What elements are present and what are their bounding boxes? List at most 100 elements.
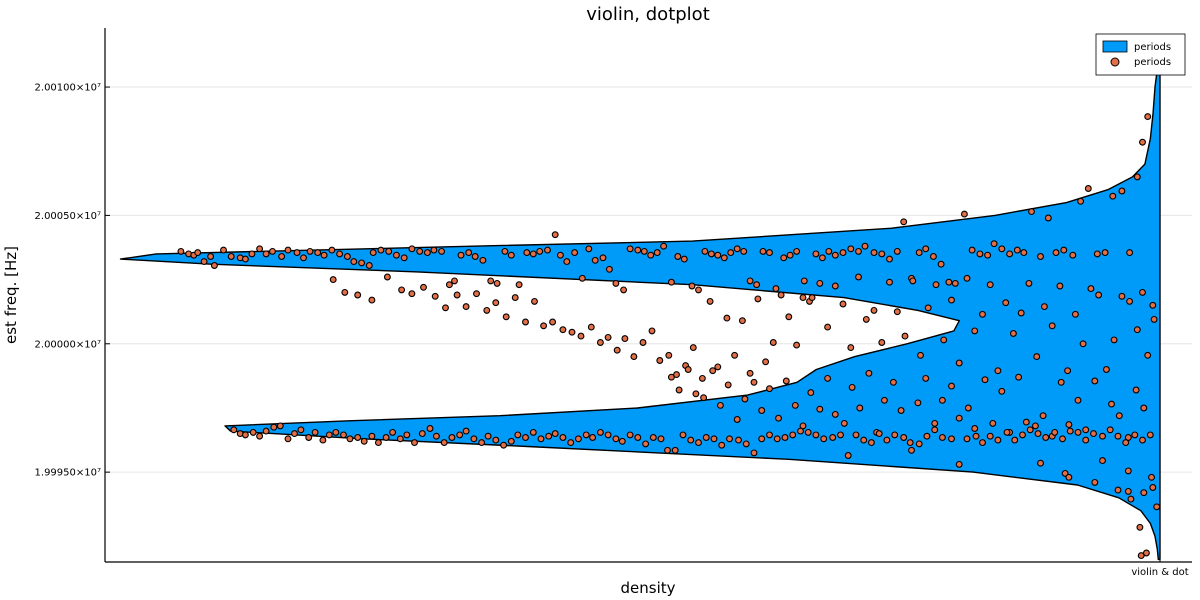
data-point [915,249,923,257]
data-point [860,436,868,444]
data-point [1106,426,1114,434]
data-point [549,318,557,326]
data-point [1140,404,1148,412]
data-point [540,322,548,330]
data-point [1090,430,1097,438]
y-tick-label: 1.99950×10⁷ [35,468,101,479]
data-point [816,279,824,287]
data-point [1132,386,1140,394]
data-point [955,359,963,367]
data-point [398,286,406,294]
data-point [479,256,487,264]
data-point [396,435,404,443]
data-point [675,386,683,394]
data-point [262,427,270,435]
data-point [332,428,340,436]
data-point [657,435,665,443]
data-point [766,385,773,393]
data-point [870,306,878,314]
data-point [1048,322,1056,330]
data-point [1033,353,1041,361]
data-point [1064,367,1072,375]
data-point [325,431,333,439]
data-point [1122,439,1130,447]
data-point [807,389,815,397]
data-point [500,441,508,449]
dot-points [177,113,1161,560]
data-point [1101,249,1109,257]
data-point [793,341,801,349]
data-point [604,333,612,341]
data-point [1066,427,1074,435]
data-point [831,251,839,259]
data-point [741,395,749,403]
data-point [979,310,986,318]
data-point [727,249,735,257]
data-point [777,291,785,299]
data-point [621,335,629,343]
data-point [626,245,634,253]
data-point [640,247,648,255]
data-point [341,288,349,296]
data-point [695,286,702,294]
data-point [1065,473,1073,481]
y-axis-label: est freq. [Hz] [2,246,20,344]
data-point [656,357,664,364]
data-point [891,431,899,439]
data-point [618,437,626,445]
data-point [948,382,955,390]
data-point [772,285,780,293]
data-point [878,250,886,258]
data-point [297,426,305,434]
data-point [960,210,968,218]
data-point [922,245,930,253]
data-point [382,434,390,441]
data-point [591,256,599,264]
data-point [900,218,908,226]
data-point [816,405,824,413]
data-point [733,416,741,423]
data-point [714,363,722,371]
data-point [403,431,411,439]
data-point [343,253,351,260]
data-point [782,377,790,385]
legend: periods periods [1095,33,1186,76]
data-point [200,258,208,266]
data-point [754,295,762,303]
data-point [687,436,695,444]
data-point [889,378,897,386]
data-point [724,381,732,389]
data-point [680,255,688,263]
data-point [647,251,655,259]
data-point [276,422,284,430]
data-point [368,296,376,304]
data-point [937,260,945,268]
data-point [1087,285,1095,293]
data-point [929,253,937,260]
data-point [556,251,564,259]
data-point [893,247,901,255]
data-point [577,332,585,340]
data-point [1074,428,1082,436]
data-point [731,351,739,359]
data-point [493,279,501,287]
data-point [740,247,748,255]
data-point [976,250,984,258]
data-point [1065,421,1073,429]
data-point [804,428,812,436]
data-point [227,253,235,260]
data-point [709,367,717,375]
data-point [786,251,794,259]
data-point [1118,187,1126,195]
data-point [948,435,955,443]
data-point [923,432,931,440]
y-tick-label: 2.00100×10⁷ [35,83,101,94]
data-point [824,323,832,331]
data-point [971,425,979,432]
data-point [893,308,901,316]
data-point [1039,412,1047,420]
data-point [544,246,551,254]
data-point [284,435,292,443]
data-point [844,452,852,459]
data-point [940,336,948,344]
